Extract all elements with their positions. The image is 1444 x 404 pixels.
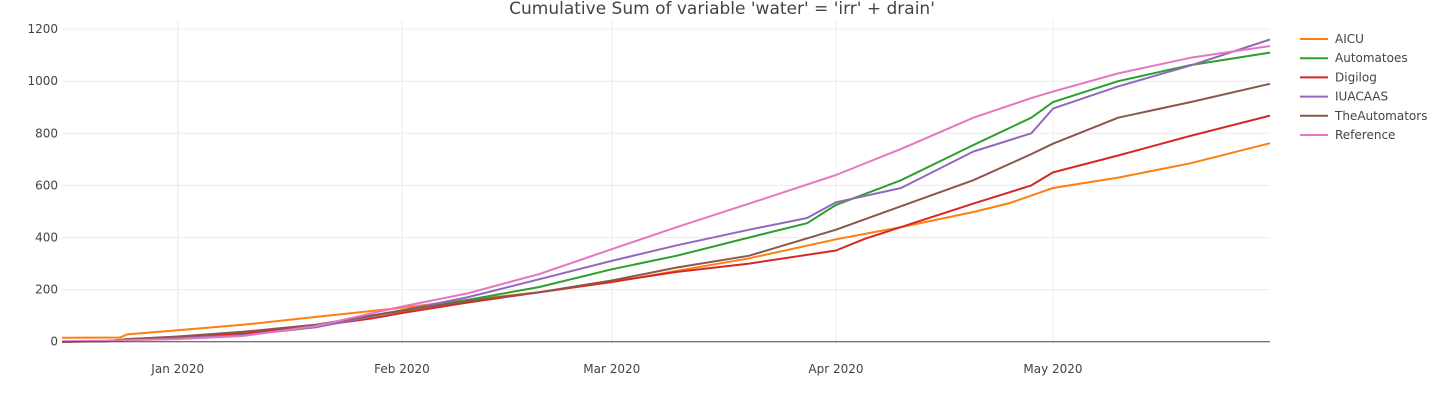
y-tick-label: 1000 [27, 74, 58, 88]
x-tick-label: Feb 2020 [374, 362, 430, 376]
legend-label: Reference [1335, 128, 1395, 142]
series-lines [61, 38, 1271, 343]
legend[interactable]: AICU Automatoes Digilog IUACAAS TheAutomator… [1300, 32, 1427, 142]
y-tick-label: 800 [35, 126, 58, 140]
y-tick-label: 400 [35, 231, 58, 245]
y-tick-label: 200 [35, 283, 58, 297]
x-tick-label: Jan 2020 [150, 362, 204, 376]
axes: 0 200 400 600 800 1000 1200 Jan 2020 Feb 2020 Mar… [27, 22, 1270, 376]
legend-item-iuacaas[interactable]: IUACAAS [1300, 90, 1388, 104]
series-line-aicu [61, 142, 1271, 339]
series-line-reference [61, 45, 1271, 343]
legend-item-automatoes[interactable]: Automatoes [1300, 51, 1408, 65]
x-tick-label: May 2020 [1023, 362, 1082, 376]
legend-item-aicu[interactable]: AICU [1300, 32, 1364, 46]
x-tick-label: Mar 2020 [583, 362, 640, 376]
y-tick-label: 600 [35, 178, 58, 192]
x-tick-label: Apr 2020 [808, 362, 863, 376]
series-line-iuacaas [61, 38, 1271, 343]
legend-label: AICU [1335, 32, 1364, 46]
legend-label: Automatoes [1335, 51, 1408, 65]
grid [62, 20, 1270, 343]
legend-item-theautomators[interactable]: TheAutomators [1300, 109, 1427, 123]
legend-item-digilog[interactable]: Digilog [1300, 70, 1377, 84]
legend-label: TheAutomators [1334, 109, 1427, 123]
legend-label: Digilog [1335, 70, 1377, 84]
legend-item-reference[interactable]: Reference [1300, 128, 1395, 142]
series-line-digilog [61, 114, 1271, 343]
chart-title: Cumulative Sum of variable 'water' = 'ir… [509, 0, 935, 19]
y-tick-label: 1200 [27, 22, 58, 36]
series-line-theautomators [61, 82, 1271, 343]
legend-label: IUACAAS [1335, 90, 1388, 104]
y-tick-label: 0 [50, 335, 58, 349]
